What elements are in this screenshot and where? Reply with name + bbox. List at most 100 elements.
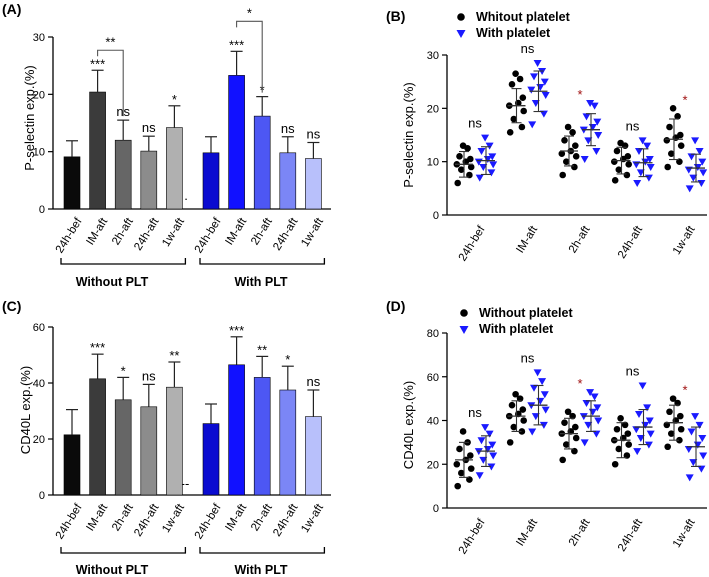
p1-point-s0-c1-9 <box>512 70 519 77</box>
p3-y-tick-label-1: 20 <box>427 459 439 471</box>
p1-point-s1-c2-3 <box>594 132 603 139</box>
p3-point-s1-c2-3 <box>594 417 603 425</box>
p1-point-s0-c1-0 <box>506 129 514 136</box>
p1-point-s1-c3-2 <box>636 169 645 177</box>
p1-point-s0-c4-4 <box>663 137 671 144</box>
p3-point-s1-c0-2 <box>479 456 488 464</box>
legend-label-b-0: Whitout platelet <box>476 10 571 24</box>
p3-point-s0-c4-3 <box>677 425 685 433</box>
p3-point-s1-c3-0 <box>633 448 642 456</box>
extra-mark-c: -- <box>181 476 190 491</box>
p3-point-s0-c1-7 <box>508 401 516 409</box>
p0-x-tick-label-s1-c1: IM-aft <box>224 215 250 247</box>
p2-x-tick-label-s0-c3: 24h-aft <box>132 501 162 538</box>
p0-x-tick-label-s0-c1: IM-aft <box>85 215 111 247</box>
p0-group-bracket-s1 <box>199 258 326 265</box>
p0-bar-s1-c0 <box>202 152 220 210</box>
p3-point-s0-c3-2 <box>615 445 623 453</box>
p1-x-tick-label-3: 24h-aft <box>616 223 646 260</box>
p1-point-s0-c1-7 <box>508 81 516 88</box>
p3-point-s0-c1-9 <box>512 390 519 398</box>
p3-point-s0-c1-0 <box>506 439 514 446</box>
p1-point-s1-c0-6 <box>488 153 497 161</box>
p0-bar-s1-c1 <box>228 75 245 210</box>
p3-point-s1-c3-3 <box>646 430 655 438</box>
p1-point-s0-c4-6 <box>677 131 684 139</box>
p1-point-s0-c3-6 <box>624 153 632 160</box>
p1-point-s1-c0-9 <box>481 134 490 142</box>
p1-point-s1-c0-1 <box>487 169 496 177</box>
p2-y-tick-label-3: 60 <box>33 322 45 334</box>
p3-point-s1-c2-0 <box>580 439 589 447</box>
p1-point-s0-c2-6 <box>572 142 579 149</box>
p0-bar-s1-c3 <box>279 152 297 210</box>
p1-point-s0-c3-1 <box>623 171 631 179</box>
p3-point-s1-c4-4 <box>684 445 693 453</box>
p3-point-s0-c2-3 <box>572 434 580 442</box>
legend-label-d-1: With platelet <box>479 322 554 336</box>
p3-point-s1-c3-8 <box>643 404 652 412</box>
p0-bar-s1-c2 <box>253 115 271 210</box>
p2-sig-label-s1-c4: ns <box>307 374 321 389</box>
p2-x-tick-label-s0-c2: 2h-aft <box>110 501 136 533</box>
p3-point-s0-c2-0 <box>559 456 566 464</box>
p2-x-tick-label-s1-c2: 2h-aft <box>249 501 275 533</box>
p2-x-tick-label-s0-c4: 1w-aft <box>160 501 187 535</box>
p3-point-s1-c0-7 <box>477 437 486 445</box>
panel-label-c: (C) <box>2 298 21 314</box>
p3-point-s1-c1-7 <box>530 384 538 392</box>
p3-point-s1-c4-1 <box>697 465 706 473</box>
p3-point-s0-c4-2 <box>668 430 675 437</box>
p3-point-s0-c0-0 <box>454 482 462 490</box>
p0-y-tick-label-2: 20 <box>33 89 45 101</box>
p1-x-tick-label-2: 2h-aft <box>567 223 593 255</box>
p3-point-s1-c1-6 <box>540 391 549 399</box>
p1-point-s0-c0-6 <box>467 155 474 163</box>
p2-y-tick-label-2: 40 <box>33 378 45 390</box>
p3-point-s0-c0-7 <box>456 445 463 453</box>
p1-point-s0-c2-7 <box>561 137 568 144</box>
p1-legend-marker-0 <box>457 13 465 21</box>
p1-point-s1-c4-7 <box>687 153 696 161</box>
p3-point-s1-c2-8 <box>590 393 599 401</box>
p2-sig-label-s0-c1: *** <box>90 340 105 355</box>
p3-y-tick-label-2: 40 <box>427 416 439 428</box>
p3-point-s1-c3-2 <box>636 435 645 442</box>
p1-point-s1-c1-7 <box>530 73 538 81</box>
group-label-c-without: Without PLT <box>76 563 149 577</box>
p1-point-s0-c3-4 <box>611 158 618 165</box>
p1-sig-label-1: ns <box>521 41 535 56</box>
p3-point-s1-c1-8 <box>538 378 547 386</box>
p0-x-tick-label-s0-c3: 24h-aft <box>132 215 162 252</box>
p0-sig-bracket-label-1: * <box>247 5 252 20</box>
p3-point-s0-c4-0 <box>664 443 671 451</box>
p3-sig-label-2: * <box>577 376 582 391</box>
p1-point-s1-c1-1 <box>539 110 548 118</box>
p1-point-s1-c0-0 <box>475 174 484 182</box>
p1-point-s1-c0-3 <box>489 161 498 169</box>
p2-bar-s0-c0 <box>63 434 81 496</box>
p2-x-tick-label-s0-c0: 24h-bef <box>54 501 85 541</box>
p3-point-s0-c0-3 <box>467 465 475 472</box>
p1-point-s0-c2-3 <box>572 153 580 160</box>
p1-point-s1-c4-2 <box>689 174 698 182</box>
p0-x-tick-label-s1-c3: 24h-aft <box>271 215 301 252</box>
p3-point-s1-c1-0 <box>528 428 537 436</box>
p1-point-s1-c0-7 <box>477 148 486 155</box>
p0-bar-s1-c4 <box>305 158 322 210</box>
p1-point-s0-c2-0 <box>559 171 566 179</box>
p1-point-s0-c2-8 <box>569 129 576 136</box>
p3-y-tick-label-0: 0 <box>433 503 439 515</box>
p3-point-s1-c3-9 <box>638 382 647 390</box>
p1-point-s0-c0-0 <box>454 179 462 187</box>
p1-x-tick-label-1: IM-aft <box>514 223 540 255</box>
p2-y-tick-label-1: 20 <box>33 434 45 446</box>
p3-point-s0-c2-6 <box>572 423 579 431</box>
p1-point-s0-c3-3 <box>625 161 632 168</box>
p3-y-tick-label-3: 60 <box>427 372 439 384</box>
p1-point-s1-c0-2 <box>479 164 488 171</box>
p2-bar-s1-c1 <box>228 364 245 496</box>
group-label-c-with: With PLT <box>234 563 287 577</box>
p3-point-s1-c4-5 <box>693 441 702 449</box>
